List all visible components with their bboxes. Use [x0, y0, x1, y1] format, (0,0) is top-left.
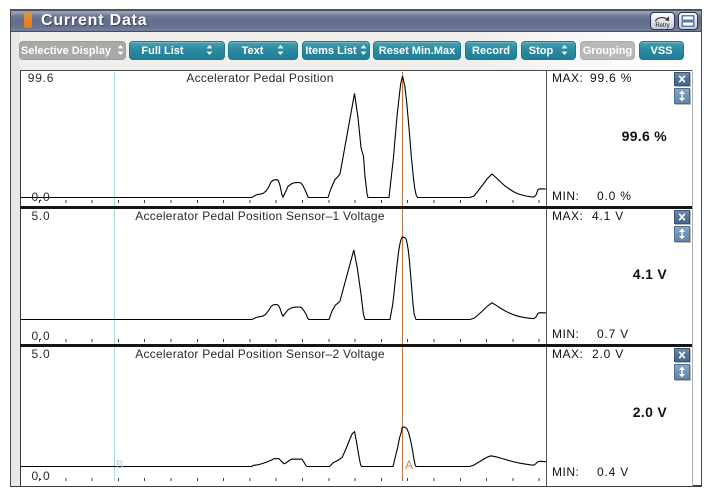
- svg-text:Retry: Retry: [655, 23, 669, 29]
